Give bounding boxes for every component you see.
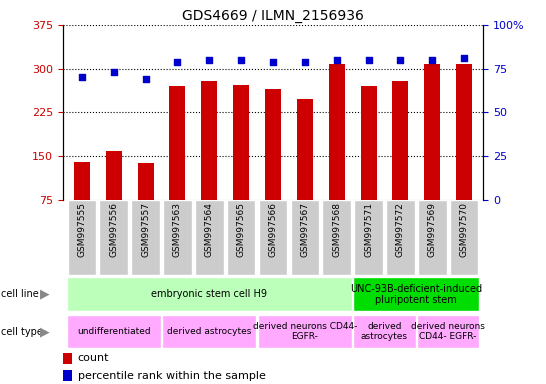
Bar	[329, 64, 345, 200]
Bar	[67, 315, 161, 348]
Bar	[265, 89, 281, 200]
Text: cell type: cell type	[1, 327, 43, 337]
Bar	[106, 151, 122, 200]
Point	[428, 57, 437, 63]
Point	[205, 57, 213, 63]
Point	[300, 59, 309, 65]
Text: ▶: ▶	[40, 325, 50, 338]
Bar	[290, 200, 319, 275]
Bar	[74, 162, 90, 200]
Bar	[68, 200, 96, 275]
Point	[141, 76, 150, 82]
Text: derived neurons CD44-
EGFR-: derived neurons CD44- EGFR-	[253, 322, 357, 341]
Text: GSM997556: GSM997556	[109, 202, 118, 257]
Text: GSM997570: GSM997570	[460, 202, 468, 257]
Text: GSM997569: GSM997569	[428, 202, 437, 257]
Bar	[195, 200, 224, 275]
Bar	[233, 85, 249, 200]
Bar	[393, 81, 408, 200]
Bar	[258, 315, 352, 348]
Bar	[138, 163, 153, 200]
Bar	[450, 200, 478, 275]
Bar	[63, 353, 73, 364]
Bar	[386, 200, 415, 275]
Point	[109, 69, 118, 75]
Text: GSM997563: GSM997563	[173, 202, 182, 257]
Point	[269, 59, 277, 65]
Bar	[353, 315, 416, 348]
Text: GSM997555: GSM997555	[78, 202, 86, 257]
Text: derived astrocytes: derived astrocytes	[167, 327, 252, 336]
Bar	[417, 315, 479, 348]
Bar	[418, 200, 447, 275]
Point	[333, 57, 341, 63]
Point	[173, 59, 182, 65]
Bar	[259, 200, 287, 275]
Bar	[63, 371, 73, 381]
Bar	[201, 81, 217, 200]
Text: GSM997564: GSM997564	[205, 202, 214, 257]
Point	[237, 57, 246, 63]
Bar	[297, 99, 313, 200]
Text: GSM997572: GSM997572	[396, 202, 405, 257]
Text: embryonic stem cell H9: embryonic stem cell H9	[151, 289, 268, 300]
Point	[396, 57, 405, 63]
Text: percentile rank within the sample: percentile rank within the sample	[78, 371, 266, 381]
Bar	[67, 277, 352, 311]
Bar	[162, 315, 257, 348]
Point	[460, 55, 468, 61]
Point	[78, 74, 86, 81]
Bar	[131, 200, 160, 275]
Bar	[424, 64, 440, 200]
Text: cell line: cell line	[1, 289, 39, 300]
Bar	[163, 200, 192, 275]
Text: GSM997571: GSM997571	[364, 202, 373, 257]
Title: GDS4669 / ILMN_2156936: GDS4669 / ILMN_2156936	[182, 8, 364, 23]
Text: GSM997566: GSM997566	[269, 202, 277, 257]
Text: GSM997557: GSM997557	[141, 202, 150, 257]
Text: derived
astrocytes: derived astrocytes	[361, 322, 408, 341]
Text: derived neurons
CD44- EGFR-: derived neurons CD44- EGFR-	[411, 322, 485, 341]
Bar	[322, 200, 351, 275]
Text: GSM997565: GSM997565	[236, 202, 246, 257]
Text: undifferentiated: undifferentiated	[77, 327, 151, 336]
Bar	[99, 200, 128, 275]
Bar	[354, 200, 383, 275]
Bar	[227, 200, 256, 275]
Text: count: count	[78, 353, 109, 363]
Bar	[360, 86, 377, 200]
Bar	[456, 64, 472, 200]
Point	[364, 57, 373, 63]
Text: GSM997567: GSM997567	[300, 202, 310, 257]
Bar	[353, 277, 479, 311]
Text: ▶: ▶	[40, 288, 50, 301]
Text: UNC-93B-deficient-induced
pluripotent stem: UNC-93B-deficient-induced pluripotent st…	[351, 283, 482, 305]
Text: GSM997568: GSM997568	[332, 202, 341, 257]
Bar	[169, 86, 186, 200]
